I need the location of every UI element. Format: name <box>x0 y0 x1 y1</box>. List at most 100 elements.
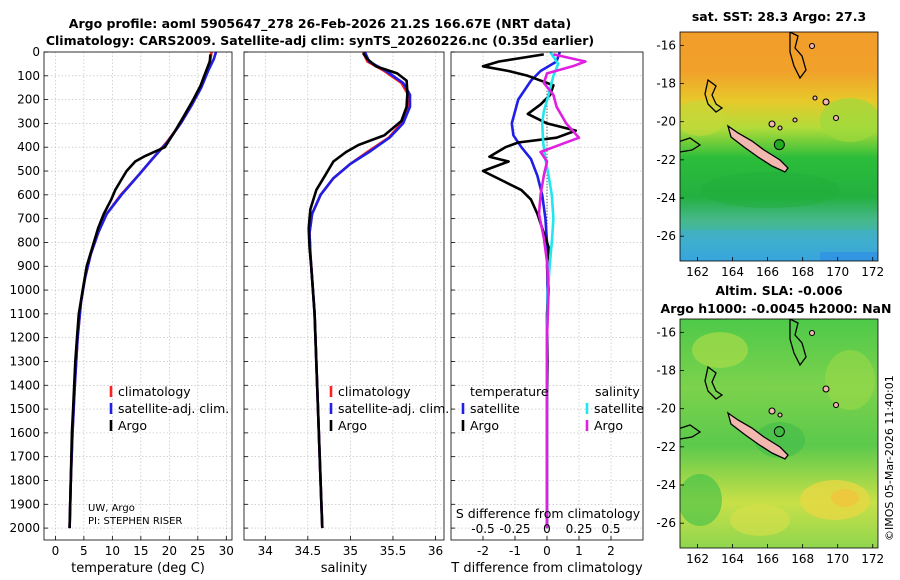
sla-ytick-label: -22 <box>656 440 676 454</box>
sst-xtick-label: 164 <box>721 265 744 279</box>
diff-s-tick-label: 0.25 <box>566 522 593 536</box>
depth-tick-label: 1700 <box>9 450 40 464</box>
depth-tick-label: 900 <box>17 259 40 273</box>
sal-xtick-label: 35 <box>343 544 358 558</box>
sst-ytick-label: -20 <box>656 115 676 129</box>
sla-map-title-2: Argo h1000: -0.0045 h2000: NaN <box>661 301 892 316</box>
temp-legend-label: Argo <box>118 418 147 433</box>
diff-xtick-label: 1 <box>575 544 583 558</box>
depth-tick-label: 1300 <box>9 354 40 368</box>
diff-s-tick-label: 0 <box>543 522 551 536</box>
diff-s-axis-label: S difference from climatology <box>456 506 641 521</box>
depth-tick-label: 600 <box>17 188 40 202</box>
sla-xtick-label: 168 <box>791 552 814 566</box>
diff-series-s-argo <box>537 53 587 529</box>
depth-tick-label: 300 <box>17 116 40 130</box>
temp-xtick-label: 0 <box>52 544 60 558</box>
diff-legend-title-salinity: salinity <box>595 384 640 399</box>
sst-ytick-label: -18 <box>656 77 676 91</box>
sst-ytick-label: -26 <box>656 229 676 243</box>
sal-xtick-label: 36 <box>428 544 443 558</box>
imos-watermark: ©IMOS 05-Mar-2026 11:40:01 <box>883 375 896 541</box>
diff-series-t-argo <box>481 53 578 529</box>
title-line-2: Climatology: CARS2009. Satellite-adj cli… <box>46 33 594 49</box>
temp-xtick-label: 10 <box>105 544 120 558</box>
sla-xtick-label: 164 <box>721 552 744 566</box>
depth-tick-label: 0 <box>32 45 40 59</box>
temp-xlabel: temperature (deg C) <box>71 561 205 576</box>
temp-grid <box>44 51 232 540</box>
sst-xtick-label: 166 <box>756 265 779 279</box>
sst-ytick-label: -24 <box>656 191 676 205</box>
sst-ytick-label: -22 <box>656 153 676 167</box>
sal-xtick-label: 34.5 <box>294 544 321 558</box>
diff-s-tick-label: -0.25 <box>499 522 530 536</box>
sla-xtick-label: 166 <box>756 552 779 566</box>
sst-xtick-label: 170 <box>826 265 849 279</box>
sla-new-caledonia <box>726 411 789 460</box>
depth-tick-label: 1800 <box>9 473 40 487</box>
sal-xlabel: salinity <box>321 561 368 576</box>
sst-coast-1 <box>704 78 724 113</box>
sst-coast-2 <box>680 137 702 153</box>
temp-legend-label: satellite-adj. clim. <box>118 401 229 416</box>
sla-coast-2 <box>680 424 702 440</box>
difference-panel: -2 -1 0 1 2 T difference from climatology temp… <box>450 51 644 576</box>
sla-xtick-label: 172 <box>861 552 884 566</box>
diff-legend-s-label: satellite <box>594 401 644 416</box>
sal-legend-label: climatology <box>338 384 411 399</box>
sst-float-marker <box>773 139 785 151</box>
sla-ytick-label: -24 <box>656 478 676 492</box>
sst-coast-3 <box>789 32 807 80</box>
credit-line-1: UW, Argo <box>88 503 135 514</box>
credit-line-2: PI: STEPHEN RISER <box>88 516 182 527</box>
sal-legend-label: Argo <box>338 418 367 433</box>
depth-tick-label: 1500 <box>9 402 40 416</box>
diff-xtick-label: 0 <box>543 544 551 558</box>
sla-coast-3 <box>789 319 807 367</box>
sal-series-argo <box>307 52 409 529</box>
sst-xtick-label: 172 <box>861 265 884 279</box>
diff-legend-t-label: satellite <box>470 401 520 416</box>
depth-tick-label: 1900 <box>9 497 40 511</box>
depth-tick-label: 1100 <box>9 307 40 321</box>
depth-tick-label: 500 <box>17 164 40 178</box>
diff-legend-t-label: Argo <box>470 418 499 433</box>
sla-ytick-label: -26 <box>656 516 676 530</box>
temp-xtick-label: 20 <box>162 544 177 558</box>
depth-tick-label: 1200 <box>9 331 40 345</box>
depth-tick-label: 200 <box>17 93 40 107</box>
sla-coast-1 <box>704 365 724 400</box>
sla-ytick-label: -20 <box>656 402 676 416</box>
title-line-1: Argo profile: aoml 5905647_278 26-Feb-20… <box>69 16 571 32</box>
sst-map: 162 164 166 168 170 172 -16 -18 -20 -22 -24 -26 <box>656 31 884 279</box>
sal-axes-box <box>243 51 445 541</box>
sst-map-title: sat. SST: 28.3 Argo: 27.3 <box>692 9 866 24</box>
sla-xtick-label: 162 <box>686 552 709 566</box>
diff-s-tick-label: 0.5 <box>601 522 620 536</box>
diff-legend-s-label: Argo <box>594 418 623 433</box>
sla-xtick-label: 170 <box>826 552 849 566</box>
temperature-panel: 0 5 10 15 20 25 300100200300400500600700800900… <box>9 45 233 576</box>
diff-xtick-label: 2 <box>607 544 615 558</box>
temp-xtick-label: 25 <box>190 544 205 558</box>
sla-map: 162 164 166 168 170 172 -16 -18 -20 -22 -24 -26 <box>656 318 884 566</box>
temp-xtick-label: 5 <box>80 544 88 558</box>
depth-tick-label: 2000 <box>9 521 40 535</box>
diff-xtick-label: -2 <box>477 544 489 558</box>
depth-tick-label: 700 <box>17 212 40 226</box>
sal-grid <box>244 51 444 540</box>
sla-ytick-label: -16 <box>656 325 676 339</box>
sal-legend-label: satellite-adj. clim. <box>338 401 449 416</box>
depth-tick-label: 1400 <box>9 378 40 392</box>
depth-tick-label: 400 <box>17 140 40 154</box>
temp-xtick-label: 30 <box>219 544 234 558</box>
depth-tick-label: 1000 <box>9 283 40 297</box>
depth-tick-label: 800 <box>17 235 40 249</box>
sal-xtick-label: 34 <box>258 544 273 558</box>
diff-legend-title-temperature: temperature <box>470 384 549 399</box>
diff-s-tick-label: -0.5 <box>471 522 494 536</box>
sla-ytick-label: -18 <box>656 364 676 378</box>
depth-tick-label: 100 <box>17 69 40 83</box>
